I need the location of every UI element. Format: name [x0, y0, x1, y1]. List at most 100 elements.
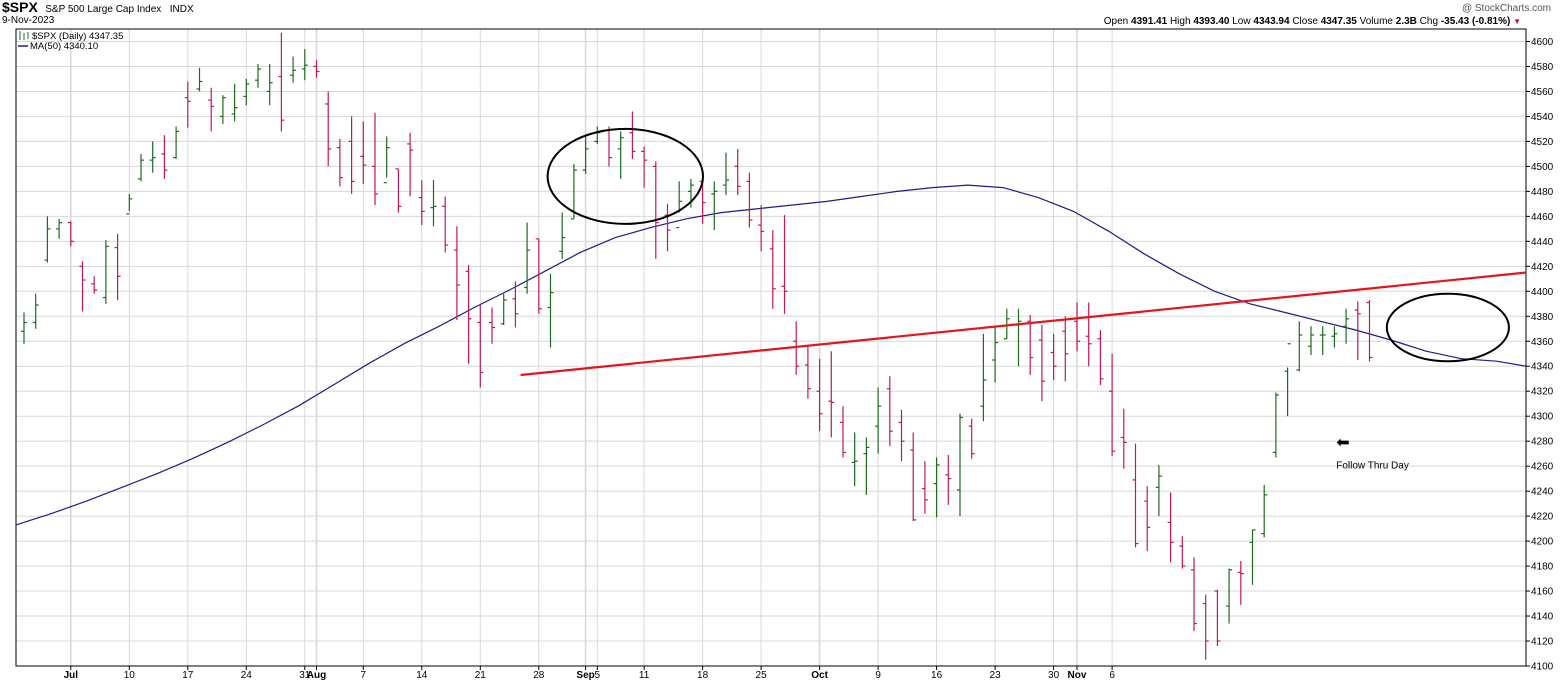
ohlc-bar: [1050, 333, 1057, 380]
ohlc-bar: [500, 293, 507, 326]
y-tick-label: 4520: [1531, 137, 1554, 148]
y-axis: 4100 4120 4140 4160 4180 4200 4220 4240 4260 4280…: [1526, 37, 1554, 673]
ohlc-bar: [1132, 443, 1139, 548]
ohlc-bar: [243, 78, 250, 106]
open-value: 4391.41: [1131, 16, 1168, 27]
ohlc-bar: [1003, 308, 1010, 340]
x-tick-label: 16: [931, 670, 943, 681]
ohlc-bar: [957, 413, 963, 517]
ticker-symbol: $SPX: [2, 0, 38, 15]
ohlc-bar: [1331, 326, 1338, 348]
high-value: 4393.40: [1193, 16, 1230, 27]
y-tick-label: 4180: [1531, 562, 1554, 573]
x-tick-label: 6: [1109, 670, 1115, 681]
highlight-circle: [546, 127, 704, 225]
ohlc-bar: [383, 136, 390, 184]
y-tick-label: 4340: [1531, 362, 1554, 373]
open-label: Open: [1103, 16, 1129, 27]
ohlc-bar: [278, 32, 285, 132]
ohlc-bar: [1284, 343, 1291, 417]
ohlc-bar: [395, 168, 402, 213]
close-label: Close: [1292, 16, 1318, 27]
y-tick-label: 4500: [1531, 162, 1554, 173]
chart-date: 9-Nov-2023: [2, 15, 55, 26]
ohlc-bar: [489, 307, 495, 344]
x-tick-label: Oct: [811, 670, 828, 681]
ohlc-bar: [1120, 408, 1127, 469]
ohlc-bar: [114, 233, 121, 301]
y-tick-label: 4120: [1531, 637, 1554, 648]
ohlc-bar: [67, 221, 74, 247]
y-tick-label: 4200: [1531, 537, 1554, 548]
ohlc-bar: [1308, 326, 1314, 355]
high-label: High: [1169, 16, 1191, 27]
ohlc-bar: [1296, 321, 1303, 372]
y-tick-label: 4440: [1531, 237, 1554, 248]
x-tick-label: 25: [756, 670, 768, 681]
y-tick-label: 4140: [1531, 612, 1554, 623]
ohlc-bar: [652, 161, 659, 259]
legend-ma: MA(50) 4340.10: [30, 41, 98, 52]
ohlc-bar: [1015, 308, 1022, 367]
x-tick-label: Aug: [307, 670, 326, 681]
y-tick-label: 4460: [1531, 212, 1554, 223]
ohlc-bar: [430, 180, 437, 227]
ohlc-bar: [840, 406, 846, 458]
grid-lines: [16, 29, 1526, 667]
legend-price: $SPX (Daily) 4347.35: [32, 31, 123, 42]
y-tick-label: 4160: [1531, 587, 1554, 598]
ohlc-bar: [1191, 557, 1197, 632]
ohlc-bar: [173, 126, 180, 159]
x-tick-label: 21: [475, 670, 487, 681]
y-tick-label: 4540: [1531, 112, 1554, 123]
highlight-circle: [1385, 292, 1510, 363]
ohlc-bar: [512, 281, 519, 328]
volume-value: 2.3B: [1395, 16, 1417, 27]
legend: $SPX (Daily) 4347.35 MA(50) 4340.10: [18, 31, 123, 52]
ohlc-bar: [325, 91, 332, 167]
ohlc-bar: [336, 138, 343, 187]
ma50-line: [15, 184, 1527, 526]
ohlc-bar: [184, 81, 191, 128]
ohlc-summary: Open 4391.41 High 4393.40 Low 4343.94 Cl…: [1104, 16, 1521, 27]
ohlc-bar: [816, 358, 823, 432]
ohlc-bar: [477, 305, 484, 388]
y-tick-label: 4320: [1531, 387, 1554, 398]
plot-frame: [15, 28, 1527, 667]
ohlc-bar: [1272, 392, 1279, 458]
ohlc-bar: [465, 265, 472, 364]
ohlc-bar: [360, 121, 367, 184]
volume-label: Volume: [1359, 16, 1393, 27]
ohlc-bar: [348, 116, 355, 194]
left-arrow-icon: ⬅: [1336, 434, 1349, 451]
ohlc-bar: [606, 126, 612, 167]
ohlc-bar: [898, 409, 905, 462]
low-label: Low: [1232, 16, 1251, 27]
ohlc-bar: [1027, 315, 1034, 375]
ohlc-bar: [1202, 594, 1209, 660]
ohlc-bar: [582, 136, 589, 174]
y-tick-label: 4100: [1531, 662, 1554, 673]
ohlc-bar: [629, 111, 636, 159]
ohlc-bar: [1179, 536, 1186, 569]
ohlc-bar: [992, 327, 999, 383]
ohlc-bar: [910, 432, 917, 522]
x-tick-label: Sep: [576, 670, 594, 681]
ohlc-bar: [149, 141, 156, 173]
legend-price-icon: [19, 31, 29, 40]
ohlc-bar: [547, 273, 554, 348]
highlight-circles: [546, 127, 1510, 363]
ohlc-bar: [968, 418, 975, 459]
ohlc-bar: [32, 293, 39, 329]
ohlc-bar: [641, 146, 648, 188]
y-tick-label: 4380: [1531, 312, 1554, 323]
y-tick-label: 4600: [1531, 37, 1554, 48]
ohlc-bar: [1038, 325, 1045, 402]
ohlc-bar: [664, 203, 671, 252]
x-tick-label: 31: [299, 670, 311, 681]
ohlc-bar: [1085, 302, 1092, 367]
ohlc-bar: [746, 172, 753, 228]
ohlc-bar: [372, 112, 378, 206]
ohlc-bar: [1167, 492, 1174, 563]
